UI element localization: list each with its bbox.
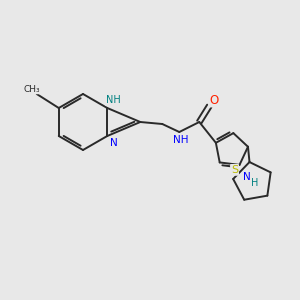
Text: CH₃: CH₃	[23, 85, 40, 94]
Text: O: O	[210, 94, 219, 106]
Text: NH: NH	[106, 95, 121, 105]
Text: NH: NH	[172, 135, 188, 145]
Text: N: N	[110, 138, 118, 148]
Text: N: N	[243, 172, 251, 182]
Text: S: S	[231, 165, 238, 175]
Text: H: H	[251, 178, 259, 188]
